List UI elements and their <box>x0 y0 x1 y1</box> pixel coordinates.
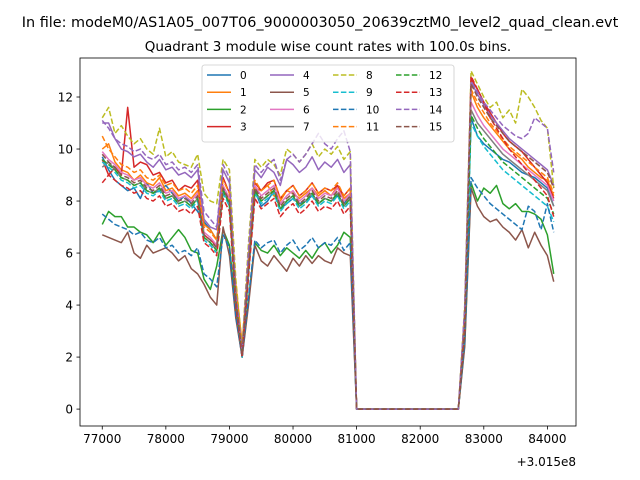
axes: 77000 78000 79000 80000 81000 82000 83000 84000… <box>58 57 577 446</box>
x-tick-label: 81000 <box>338 432 376 446</box>
y-tick-label: 12 <box>58 90 73 104</box>
series-line-5 <box>101 187 555 410</box>
legend-label-0: 0 <box>240 70 247 82</box>
legend-label-8: 8 <box>366 70 373 82</box>
legend-label-14: 14 <box>429 104 443 116</box>
chart-suptitle: In file: modeM0/AS1A05_007T06_9000003050… <box>22 15 619 31</box>
chart-title: Quadrant 3 module wise count rates with … <box>145 39 511 55</box>
legend-label-12: 12 <box>429 70 442 82</box>
legend-label-2: 2 <box>240 104 247 116</box>
series-line-9 <box>101 122 555 410</box>
series-line-14 <box>101 80 555 410</box>
series-line-0 <box>101 117 555 410</box>
plot-lines <box>101 70 555 410</box>
legend-label-15: 15 <box>429 122 442 134</box>
legend-label-6: 6 <box>303 104 310 116</box>
series-line-1 <box>101 91 555 410</box>
series-line-15 <box>101 83 555 410</box>
legend-label-11: 11 <box>366 122 379 134</box>
legend-label-13: 13 <box>429 87 442 99</box>
x-tick-label: 78000 <box>147 432 185 446</box>
y-tick-label: 4 <box>65 298 73 312</box>
x-tick-label: 79000 <box>210 432 248 446</box>
series-line-6 <box>101 101 555 410</box>
x-tick-label: 82000 <box>401 432 439 446</box>
x-offset-label: +3.015e8 <box>517 455 576 469</box>
legend-label-9: 9 <box>366 87 373 99</box>
y-tick-label: 0 <box>65 402 73 416</box>
series-line-2 <box>101 182 555 410</box>
series-line-12 <box>101 114 555 410</box>
legend-label-4: 4 <box>303 70 310 82</box>
series-line-3 <box>101 78 555 410</box>
series-line-13 <box>101 75 555 410</box>
x-tick-label: 80000 <box>274 432 312 446</box>
series-line-7 <box>101 109 555 410</box>
series-line-8 <box>101 70 555 410</box>
series-line-10 <box>101 176 555 410</box>
plot-frame <box>79 57 577 427</box>
x-tick-label: 77000 <box>83 432 121 446</box>
legend-box <box>201 64 455 143</box>
y-tick-label: 6 <box>65 246 73 260</box>
y-tick-label: 10 <box>58 142 73 156</box>
legend-label-10: 10 <box>366 104 379 116</box>
legend-label-1: 1 <box>240 87 247 99</box>
legend-label-3: 3 <box>240 122 247 134</box>
series-line-4 <box>102 80 555 410</box>
x-tick-label: 84000 <box>528 432 566 446</box>
series-line-11 <box>101 88 555 410</box>
legend-label-5: 5 <box>303 87 310 99</box>
x-tick-label: 83000 <box>465 432 503 446</box>
legend-label-7: 7 <box>303 122 310 134</box>
y-tick-label: 8 <box>65 194 73 208</box>
y-tick-label: 2 <box>65 350 73 364</box>
